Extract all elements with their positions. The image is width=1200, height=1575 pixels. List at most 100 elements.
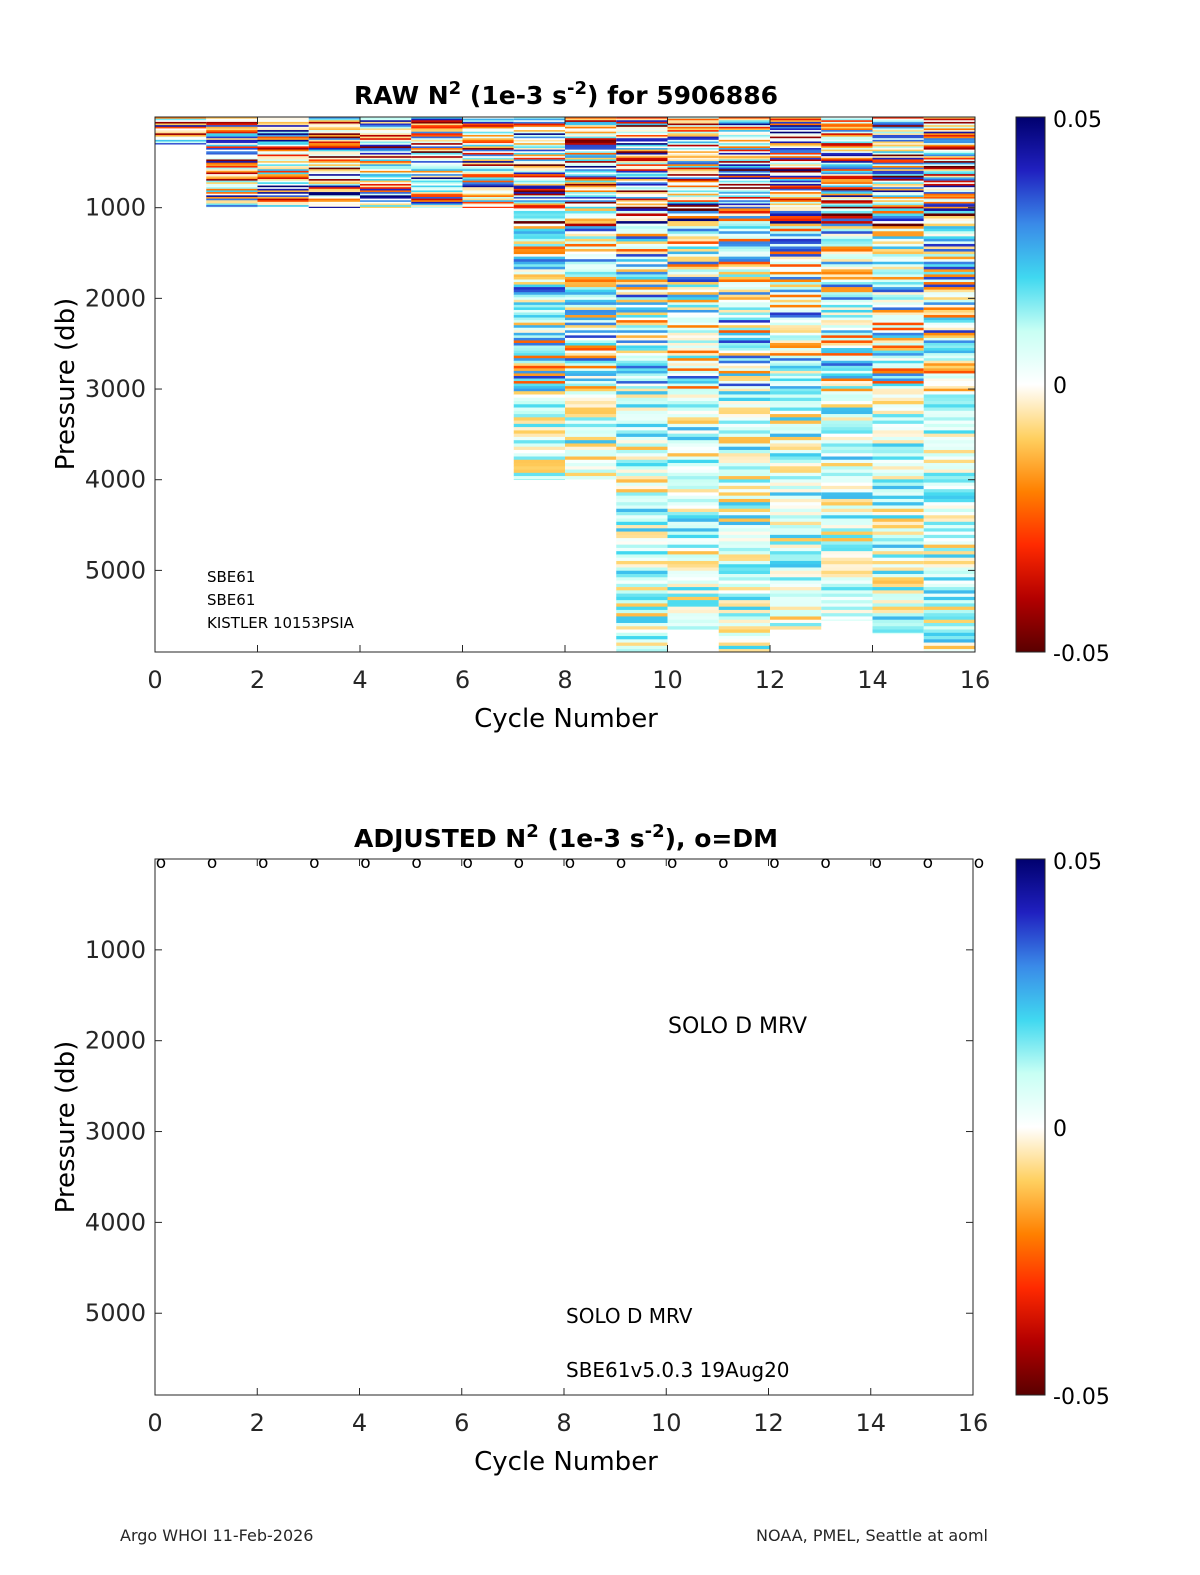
raw-cell (616, 185, 668, 188)
raw-cell (718, 320, 770, 323)
raw-cell (718, 600, 770, 604)
raw-cell (206, 177, 258, 180)
raw-cell (872, 154, 924, 157)
raw-cell (155, 117, 207, 119)
raw-cell (872, 456, 924, 461)
raw-cell (565, 223, 617, 227)
raw-cell (257, 126, 309, 129)
raw-cell (565, 123, 617, 126)
raw-cell (872, 120, 924, 123)
raw-cell (872, 489, 924, 493)
raw-cell (513, 420, 565, 425)
raw-cell (718, 649, 770, 653)
raw-cell (462, 179, 514, 181)
raw-cell (821, 287, 873, 290)
raw-cell (923, 133, 975, 136)
raw-cell (718, 449, 770, 454)
raw-cell (667, 466, 719, 470)
raw-cell (718, 138, 770, 141)
raw-cell (616, 609, 668, 614)
raw-cell (872, 518, 924, 523)
raw-cell (667, 472, 719, 477)
raw-cell (718, 208, 770, 212)
raw-cell (872, 162, 924, 165)
raw-cell (821, 203, 873, 206)
raw-cell (308, 128, 360, 131)
raw-cell (718, 246, 770, 250)
raw-cell (565, 401, 617, 405)
raw-cell (513, 375, 565, 379)
raw-cell (360, 133, 412, 136)
raw-cell (616, 554, 668, 558)
raw-cell (923, 206, 975, 209)
raw-profile-column (872, 117, 924, 635)
raw-cell (923, 177, 975, 180)
raw-cell (872, 340, 924, 344)
raw-cell (770, 312, 822, 316)
raw-cell (616, 440, 668, 444)
raw-cell (667, 551, 719, 555)
raw-cell (667, 453, 719, 457)
raw-cell (616, 287, 668, 290)
raw-cell (770, 622, 822, 627)
raw-cell (565, 436, 617, 441)
raw-cell (872, 528, 924, 532)
raw-cell (565, 348, 617, 351)
raw-cell (206, 185, 258, 188)
raw-cell (206, 131, 258, 134)
raw-cell (923, 397, 975, 402)
raw-cell (923, 325, 975, 329)
raw-cell (616, 645, 668, 650)
raw-cell (718, 128, 770, 131)
raw-cell (667, 459, 719, 464)
raw-cell (718, 386, 770, 389)
raw-colorbar (1015, 116, 1046, 653)
raw-cell (872, 619, 924, 624)
raw-cell (667, 146, 719, 149)
raw-cell (616, 427, 668, 431)
raw-cell (616, 123, 668, 126)
raw-cell (616, 420, 668, 425)
raw-cell (462, 152, 514, 155)
raw-cell (872, 373, 924, 377)
raw-cell (513, 479, 565, 481)
raw-cell (308, 118, 360, 121)
raw-cell (923, 466, 975, 470)
raw-cell (616, 170, 668, 173)
raw-cell (411, 177, 463, 180)
raw-cell (257, 162, 309, 165)
raw-cell (667, 121, 719, 124)
raw-cell (923, 203, 975, 206)
raw-cell (513, 264, 565, 268)
raw-cell (667, 436, 719, 441)
raw-cell (257, 131, 309, 134)
raw-cell (513, 368, 565, 372)
adjusted-axes-box (154, 858, 974, 1396)
raw-cell (821, 449, 873, 454)
raw-cell (616, 330, 668, 334)
raw-cell (360, 206, 412, 208)
raw-cell (616, 600, 668, 604)
raw-cell (565, 423, 617, 428)
raw-cell (667, 188, 719, 191)
raw-cell (718, 541, 770, 545)
raw-cell (923, 216, 975, 219)
raw-cell (923, 469, 975, 474)
raw-cell (821, 567, 873, 572)
raw-cell (770, 162, 822, 165)
raw-cell (257, 193, 309, 196)
raw-cell (872, 587, 924, 591)
raw-cell (667, 149, 719, 152)
raw-cell (872, 146, 924, 149)
adjusted-xtick-label: 10 (651, 1409, 682, 1437)
raw-cell (718, 417, 770, 421)
dm-marker: o (820, 853, 830, 873)
raw-cell (565, 363, 617, 367)
raw-cell (411, 146, 463, 149)
raw-cell (923, 345, 975, 349)
raw-cell (616, 360, 668, 364)
raw-cell (923, 619, 975, 624)
raw-cell (821, 175, 873, 178)
raw-cell (718, 210, 770, 214)
raw-cell (462, 190, 514, 193)
